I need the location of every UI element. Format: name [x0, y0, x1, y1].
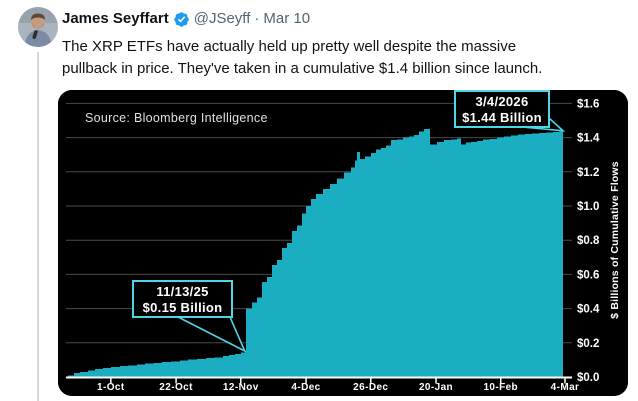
post-date[interactable]: Mar 10	[263, 10, 311, 27]
callout-text-1-0: 3/4/2026	[475, 94, 528, 109]
flows-chart: 1-Oct 22-Oct 12-Nov 4-Dec 26-Dec 20-Jan 10-Feb…	[58, 90, 628, 396]
callout-box-0	[132, 280, 233, 318]
x-tick-label: 1-Oct	[97, 382, 125, 393]
x-tick-label: 10-Feb	[483, 382, 518, 393]
x-tick-label: 12-Nov	[223, 382, 259, 393]
flows-area-series	[68, 129, 564, 378]
author-name[interactable]: James Seyffart	[62, 10, 169, 27]
x-tick-label: 4-Mar	[551, 382, 580, 393]
meta-separator: ·	[254, 10, 260, 27]
y-tick-label: $0.0	[577, 372, 599, 384]
callout-box-1	[454, 90, 550, 128]
x-tick-label: 4-Dec	[291, 382, 320, 393]
x-tick-label: 20-Jan	[419, 382, 453, 393]
y-tick-label: $0.4	[577, 304, 600, 316]
callout-text-0-1: $0.15 Billion	[143, 300, 223, 315]
tweet-text: The XRP ETFs have actually held up prett…	[62, 36, 628, 80]
author-handle[interactable]: @JSeyff	[193, 10, 251, 27]
thread-connector-line	[37, 52, 39, 401]
y-tick-label: $0.8	[577, 235, 600, 247]
y-tick-label: $1.6	[577, 98, 599, 110]
y-tick-label: $0.2	[577, 338, 599, 350]
chart-media[interactable]: 1-Oct 22-Oct 12-Nov 4-Dec 26-Dec 20-Jan 10-Feb…	[58, 90, 628, 396]
callout-text-1-1: $1.44 Billion	[462, 110, 542, 125]
y-tick-label: $0.6	[577, 269, 599, 281]
y-axis-title: $ Billions of Cumulative Flows	[609, 161, 621, 319]
x-tick-label: 22-Oct	[159, 382, 193, 393]
y-tick-label: $1.2	[577, 167, 599, 179]
tweet-text-line-2: pullback in price. They've taken in a cu…	[62, 60, 543, 77]
x-tick-label: 26-Dec	[353, 382, 388, 393]
callout-text-0-0: 11/13/25	[156, 284, 208, 299]
tweet-text-line-1: The XRP ETFs have actually held up prett…	[62, 38, 517, 55]
y-tick-label: $1.4	[577, 133, 600, 145]
avatar-image	[18, 7, 58, 47]
post-header: James Seyffart @JSeyff · Mar 10	[62, 9, 628, 29]
source-label: Source: Bloomberg Intelligence	[85, 111, 268, 125]
verified-badge-icon	[173, 12, 189, 27]
avatar[interactable]	[18, 7, 58, 47]
y-tick-label: $1.0	[577, 201, 599, 213]
